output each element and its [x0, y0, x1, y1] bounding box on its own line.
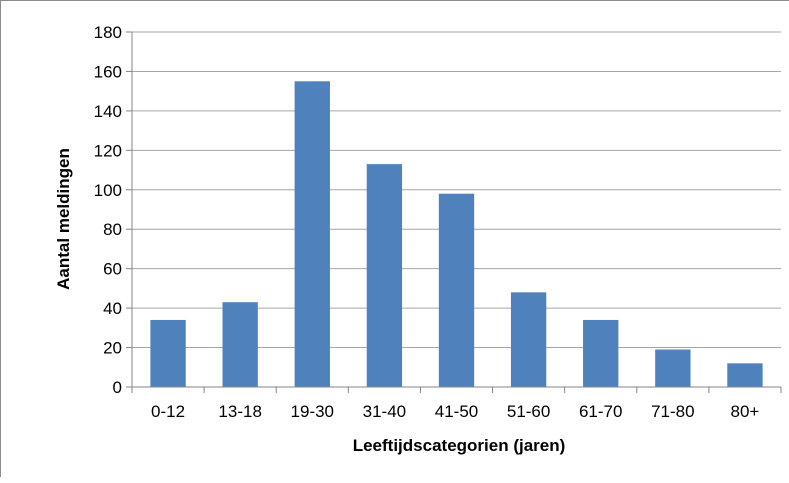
bar-0-12 — [150, 319, 186, 387]
x-tick-labels: 0-12 13-18 19-30 31-40 41-50 51-60 61-70 71-80 8… — [151, 402, 759, 421]
y-tick-label: 140 — [94, 102, 122, 121]
bar-61-70 — [583, 319, 619, 387]
bar-71-80 — [655, 349, 691, 387]
y-tick-label: 120 — [94, 141, 122, 160]
axes — [131, 32, 781, 388]
x-tick-label: 71-80 — [651, 402, 694, 421]
y-tick-label: 100 — [94, 181, 122, 200]
x-tick-label: 80+ — [731, 402, 760, 421]
x-tick-label: 13-18 — [218, 402, 261, 421]
x-tick-label: 0-12 — [151, 402, 185, 421]
bar-80+ — [727, 363, 763, 387]
bar-13-18 — [222, 302, 258, 387]
bars — [150, 81, 763, 388]
x-tick-label: 19-30 — [291, 402, 334, 421]
y-tick-label: 40 — [103, 299, 122, 318]
bar-51-60 — [510, 292, 547, 387]
y-tick-label: 0 — [113, 378, 122, 397]
y-tick-label: 160 — [94, 62, 122, 81]
y-axis-title: Aantal meldingen — [54, 148, 73, 290]
y-tick-label: 80 — [103, 220, 122, 239]
y-tick-label: 20 — [103, 339, 122, 358]
y-tick-labels: 0 20 40 60 80 100 120 140 160 180 — [94, 23, 122, 397]
bar-19-30 — [294, 81, 330, 388]
x-tick-label: 31-40 — [363, 402, 406, 421]
x-tick-label: 41-50 — [435, 402, 478, 421]
y-tick-label: 60 — [103, 260, 122, 279]
bar-31-40 — [366, 164, 403, 387]
x-axis-title: Leeftijdscategorien (jaren) — [353, 436, 566, 455]
x-tick-label: 61-70 — [579, 402, 622, 421]
x-tick-label: 51-60 — [507, 402, 550, 421]
y-tick-label: 180 — [94, 23, 122, 42]
bar-41-50 — [438, 193, 475, 387]
